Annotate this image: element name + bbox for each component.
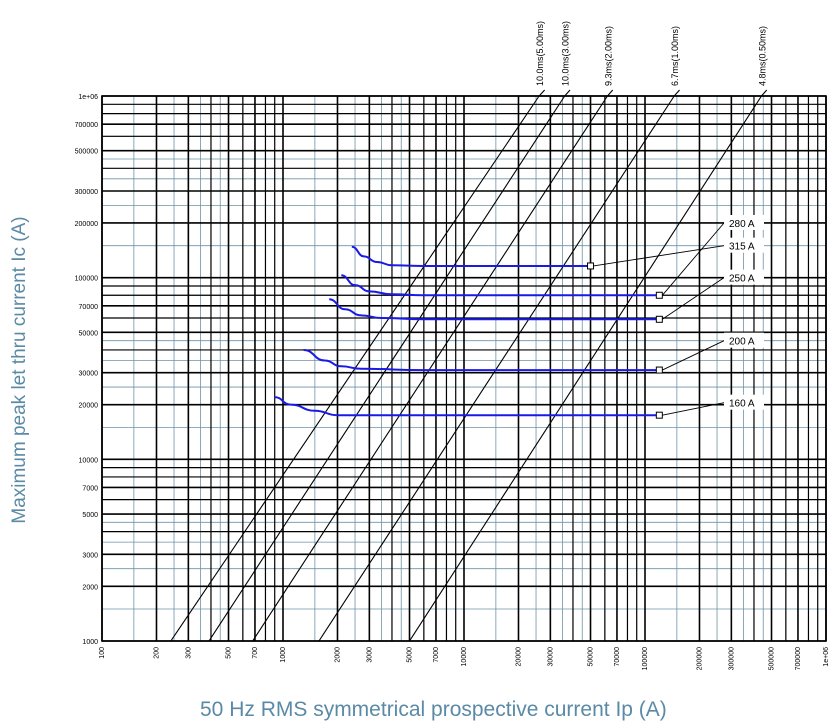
- callout-leader: [662, 402, 725, 416]
- x-tick-label: 5000: [407, 647, 414, 663]
- x-tick-label: 500000: [769, 647, 776, 670]
- x-tick-label: 700000: [795, 647, 802, 670]
- tick-labels: 1e+06 700000 500000 300000 200000 100000 70000…: [75, 94, 828, 670]
- x-tick-label: 100: [99, 647, 106, 659]
- reference-line-label: 10.0ms(5.00ms): [535, 21, 545, 86]
- x-tick-label: 7000: [433, 647, 440, 663]
- x-tick-label: 300000: [728, 647, 735, 670]
- series-label: 315 A: [729, 242, 755, 253]
- series-marker: [655, 411, 663, 419]
- y-tick-label: 2000: [82, 584, 98, 591]
- y-tick-label: 1e+06: [78, 94, 98, 101]
- y-tick-label: 70000: [79, 304, 99, 311]
- series-marker: [655, 315, 663, 323]
- series-label: 160 A: [729, 399, 755, 410]
- y-axis-label-wrap: Maximum peak let thru current Ic (A): [0, 0, 40, 728]
- series-line: [351, 245, 591, 267]
- plot-frame: [101, 95, 827, 642]
- series-label: 250 A: [729, 274, 755, 285]
- data-series: [274, 245, 663, 419]
- y-tick-label: 3000: [82, 552, 98, 559]
- y-tick-label: 7000: [82, 485, 98, 492]
- y-tick-label: 300000: [75, 189, 98, 196]
- callout-leader: [662, 340, 725, 371]
- x-tick-label: 700: [252, 647, 259, 659]
- reference-line: [318, 95, 675, 642]
- series-line: [274, 396, 660, 417]
- reference-line-ext: [564, 89, 571, 97]
- reference-line-ext: [607, 89, 614, 97]
- series-line: [329, 298, 660, 321]
- x-axis-label: 50 Hz RMS symmetrical prospective curren…: [200, 698, 667, 721]
- y-tick-label: 500000: [75, 149, 98, 156]
- y-tick-label: 30000: [79, 371, 99, 378]
- x-tick-label: 300: [185, 647, 192, 659]
- x-tick-label: 20000: [515, 647, 522, 667]
- callout-leader: [661, 222, 725, 296]
- y-tick-label: 1000: [82, 639, 98, 646]
- y-tick-label: 5000: [82, 512, 98, 519]
- callout-box: [724, 394, 764, 410]
- reference-line-label: 6.7ms(1.00ms): [670, 26, 680, 86]
- callout-box: [724, 237, 764, 253]
- series-marker: [655, 366, 663, 374]
- reference-line-ext: [673, 89, 680, 97]
- reference-line-label: 9.3ms(2.00ms): [603, 26, 613, 86]
- reference-line-ext: [538, 89, 546, 97]
- x-tick-label: 500: [226, 647, 233, 659]
- x-tick-label: 2000: [334, 647, 341, 663]
- series-line: [341, 274, 660, 297]
- x-tick-label: 50000: [588, 647, 595, 667]
- x-tick-label: 3000: [366, 647, 373, 663]
- series-marker: [655, 291, 663, 299]
- reference-line-label: 10.0ms(3.00ms): [561, 21, 571, 86]
- y-tick-label: 20000: [79, 403, 99, 410]
- reference-line: [409, 95, 762, 642]
- reference-line-labels: 10.0ms(5.00ms) 10.0ms(3.00ms) 9.3ms(2.00ms…: [535, 21, 767, 86]
- reference-line-ext: [761, 89, 768, 97]
- y-tick-label: 10000: [79, 457, 99, 464]
- series-marker: [587, 262, 595, 270]
- reference-lines: [170, 89, 768, 642]
- y-axis-label: Maximum peak let thru current Ic (A): [9, 216, 30, 524]
- reference-line: [252, 95, 608, 642]
- major-grid: [101, 95, 827, 642]
- x-tick-label: 200000: [696, 647, 703, 670]
- x-tick-label: 10000: [461, 647, 468, 667]
- x-tick-label: 1000: [280, 647, 287, 663]
- x-tick-label: 200: [153, 647, 160, 659]
- callout-box: [724, 214, 764, 230]
- callout-leader: [593, 245, 725, 267]
- y-tick-label: 50000: [79, 330, 99, 337]
- reference-line-label: 4.8ms(0.50ms): [757, 26, 767, 86]
- series-line: [303, 349, 660, 372]
- y-tick-label: 700000: [75, 122, 98, 129]
- x-tick-label: 30000: [547, 647, 554, 667]
- x-tick-label: 70000: [614, 647, 621, 667]
- x-tick-label: 1e+06: [823, 647, 828, 667]
- series-label: 280 A: [729, 219, 755, 230]
- y-tick-label: 100000: [75, 276, 98, 283]
- y-tick-label: 200000: [75, 221, 98, 228]
- callout-box: [724, 332, 764, 348]
- callout-box: [724, 269, 764, 285]
- series-label: 200 A: [729, 337, 755, 348]
- x-tick-label: 100000: [642, 647, 649, 670]
- series-callouts: 315 A 280 A 250 A 200 A 160 A: [593, 214, 764, 416]
- callout-leader: [662, 277, 725, 320]
